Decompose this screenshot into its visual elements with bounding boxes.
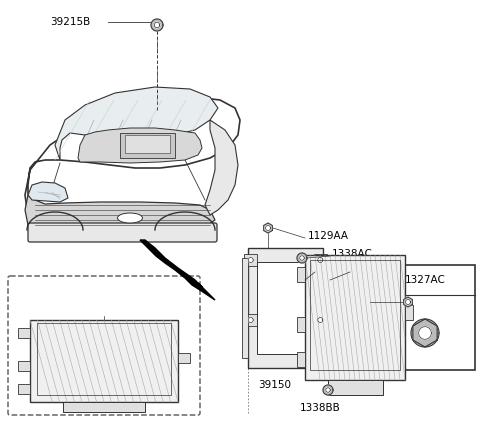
Text: 1338AC: 1338AC [332, 249, 373, 259]
Bar [63, 402, 144, 412]
Polygon shape [404, 297, 412, 307]
FancyBboxPatch shape [8, 276, 200, 415]
Bar [120, 133, 175, 158]
Text: 1327AC: 1327AC [405, 275, 445, 285]
FancyBboxPatch shape [28, 223, 217, 242]
Bar [125, 135, 170, 153]
Text: 39110: 39110 [315, 265, 348, 275]
Polygon shape [205, 120, 238, 215]
Text: 1338BB: 1338BB [300, 403, 341, 413]
Bar [327, 380, 383, 395]
Bar [248, 248, 323, 368]
Polygon shape [198, 283, 215, 300]
Polygon shape [265, 225, 271, 231]
Polygon shape [140, 240, 202, 290]
Text: 1140EJ: 1140EJ [335, 295, 371, 305]
Polygon shape [411, 319, 439, 347]
Text: 39150: 39150 [258, 380, 291, 390]
Polygon shape [264, 223, 272, 233]
Bar [178, 353, 190, 363]
Polygon shape [419, 327, 432, 339]
Bar [18, 384, 30, 394]
Bar [297, 318, 305, 332]
Polygon shape [248, 258, 253, 263]
Text: 39110: 39110 [87, 305, 120, 315]
Polygon shape [318, 258, 323, 263]
Ellipse shape [118, 213, 143, 223]
Bar [375, 265, 475, 370]
Polygon shape [151, 19, 163, 31]
Text: (DOHC-TCI(GDI)): (DOHC-TCI(GDI)) [64, 289, 144, 299]
Bar [310, 260, 400, 370]
Bar [297, 352, 305, 368]
Bar [297, 267, 305, 283]
Bar [305, 255, 405, 380]
Polygon shape [406, 299, 410, 305]
Text: 39215B: 39215B [50, 17, 90, 27]
Polygon shape [326, 388, 330, 392]
Bar [313, 254, 327, 266]
Polygon shape [297, 253, 307, 263]
Polygon shape [154, 22, 160, 27]
Polygon shape [318, 318, 323, 322]
Bar [242, 258, 248, 358]
Bar [18, 328, 30, 338]
Bar [244, 254, 257, 266]
Bar [323, 258, 329, 358]
Polygon shape [25, 97, 240, 230]
Polygon shape [25, 195, 215, 234]
Bar [405, 305, 413, 320]
Bar [313, 314, 327, 326]
Polygon shape [300, 256, 304, 260]
Polygon shape [248, 318, 253, 322]
Text: 1129AA: 1129AA [308, 231, 349, 241]
Bar [37, 323, 170, 396]
Bar [244, 314, 257, 326]
Polygon shape [28, 182, 68, 202]
Polygon shape [55, 87, 218, 160]
Polygon shape [78, 128, 202, 163]
Bar [257, 262, 314, 354]
Polygon shape [323, 385, 333, 395]
Bar [18, 361, 30, 371]
Bar [30, 320, 178, 402]
